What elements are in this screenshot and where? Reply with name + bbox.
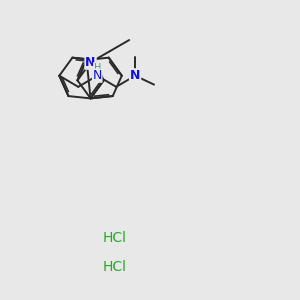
Text: H: H [94,63,101,73]
Text: N: N [130,69,140,82]
Text: HCl: HCl [102,231,126,245]
Text: N: N [85,56,96,69]
Text: N: N [92,69,102,82]
Text: HCl: HCl [102,260,126,274]
